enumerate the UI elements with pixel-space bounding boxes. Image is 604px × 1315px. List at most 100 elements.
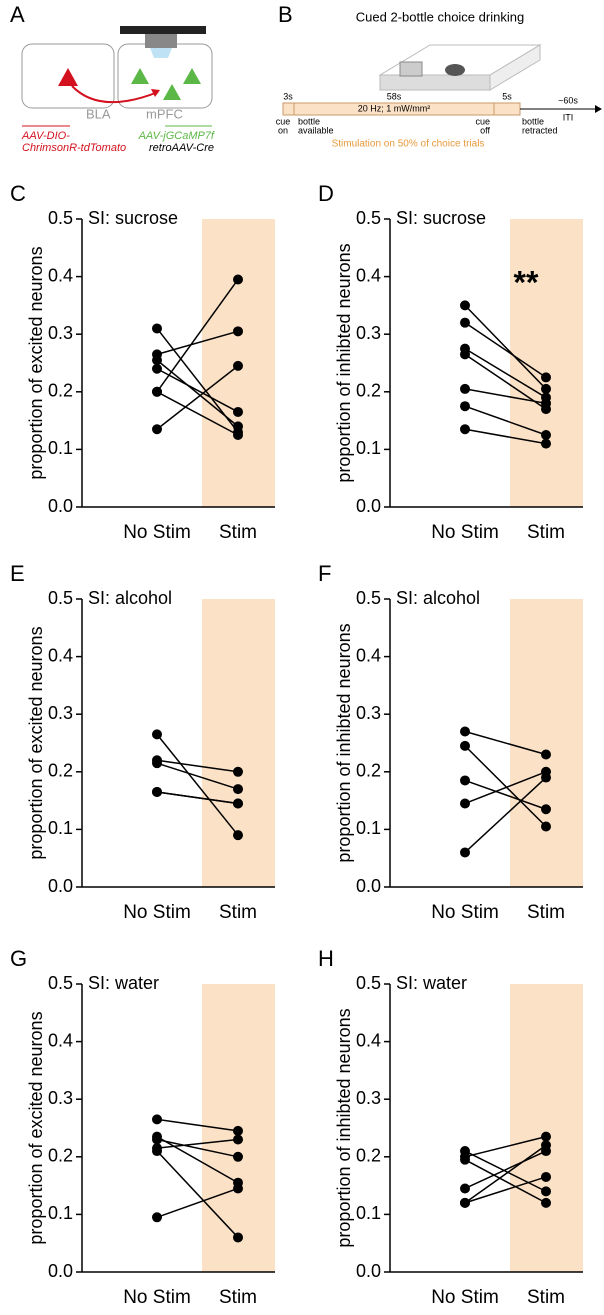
point [541, 398, 551, 409]
panel-letter: C [10, 181, 26, 206]
point [460, 726, 470, 737]
pair-line [464, 347, 547, 399]
chart-title: SI: sucrose [396, 208, 486, 228]
x-tick-label: No Stim [431, 1287, 499, 1308]
pair-line [464, 1159, 547, 1204]
label: cue [475, 116, 490, 126]
point [541, 804, 551, 815]
y-tick-label: 0.1 [48, 1203, 73, 1223]
label: Stimulation on 50% of choice trials [332, 139, 485, 150]
y-axis-label: proportion of inhibted neurons [334, 243, 354, 482]
pair-line [156, 759, 239, 773]
y-tick-label: 0.1 [356, 438, 381, 458]
pair-line [156, 733, 239, 836]
light [150, 48, 172, 58]
y-tick-label: 0.1 [356, 818, 381, 838]
point [460, 383, 470, 394]
y-tick-label: 0.4 [356, 645, 381, 665]
bla-box [21, 43, 115, 109]
panel-letter: F [318, 561, 331, 586]
point [541, 772, 551, 783]
point [152, 1134, 162, 1145]
y-axis-label: proportion of inhibted neurons [334, 623, 354, 862]
x-tick-label: Stim [219, 522, 257, 543]
y-tick-label: 0.5 [48, 208, 73, 228]
label: retroAAV-Cre [149, 142, 214, 154]
x-tick-label: Stim [219, 1287, 257, 1308]
y-axis-label: proportion of excited neurons [26, 1011, 46, 1244]
pair-line [156, 1150, 239, 1238]
chart-title: SI: sucrose [88, 208, 178, 228]
point [460, 775, 470, 786]
label: ChrimsonR-tdTomato [22, 142, 126, 154]
point [460, 424, 470, 435]
label: bottle [522, 116, 544, 126]
point [541, 372, 551, 383]
point [152, 1146, 162, 1157]
pair-line [464, 771, 547, 805]
y-tick-label: 0.0 [356, 876, 381, 896]
point [460, 300, 470, 311]
x-tick-label: No Stim [123, 902, 191, 923]
panel-letter: A [10, 2, 25, 27]
y-tick-label: 0.4 [48, 265, 73, 285]
y-tick-label: 0.2 [356, 1146, 381, 1166]
chart-title: SI: water [396, 973, 467, 993]
point [541, 438, 551, 449]
point [233, 1232, 243, 1243]
point [541, 1171, 551, 1182]
panel-letter: H [318, 946, 334, 971]
pair-line [156, 365, 239, 430]
pair-line [464, 388, 547, 405]
annotation: ** [514, 265, 539, 301]
point [541, 1131, 551, 1142]
box [489, 44, 541, 91]
pair-line [464, 428, 547, 445]
pair-line [464, 1135, 547, 1158]
label: mPFC [146, 106, 183, 121]
y-tick-label: 0.1 [48, 438, 73, 458]
label: 20 Hz; 1 mW/mm² [358, 103, 431, 113]
box [379, 74, 491, 91]
pair-line [156, 1187, 239, 1218]
pair-line [464, 1150, 547, 1190]
stim-band [510, 219, 583, 507]
point [233, 1125, 243, 1136]
point [460, 1154, 470, 1165]
point [541, 821, 551, 832]
x-tick-label: No Stim [123, 522, 191, 543]
pair-line [156, 791, 239, 805]
x-tick-label: Stim [219, 902, 257, 923]
y-tick-label: 0.3 [48, 1088, 73, 1108]
pair-line [464, 779, 547, 810]
pair-line [464, 1150, 547, 1193]
y-tick-label: 0.3 [48, 703, 73, 723]
point [233, 766, 243, 777]
pair-line [156, 1138, 239, 1158]
point [152, 323, 162, 334]
point [541, 749, 551, 760]
pair-line [464, 353, 547, 410]
point [460, 847, 470, 858]
seg [493, 102, 521, 116]
x-tick-label: Stim [527, 1287, 565, 1308]
x-tick-label: Stim [527, 522, 565, 543]
point [233, 784, 243, 795]
pair-line [156, 1118, 239, 1132]
y-tick-label: 0.4 [356, 265, 381, 285]
x-tick-label: No Stim [123, 1287, 191, 1308]
y-tick-label: 0.3 [48, 323, 73, 343]
pair-line [156, 762, 239, 790]
point [233, 360, 243, 371]
label: retracted [522, 125, 558, 135]
pair-line [156, 279, 239, 393]
pair-line [464, 1176, 547, 1204]
point [233, 798, 243, 809]
neuron-green [183, 68, 201, 84]
y-tick-label: 0.1 [356, 1203, 381, 1223]
bottles [399, 61, 423, 77]
y-tick-label: 0.2 [356, 381, 381, 401]
point [152, 758, 162, 769]
label: AAV-jGCaMP7f [138, 130, 215, 142]
